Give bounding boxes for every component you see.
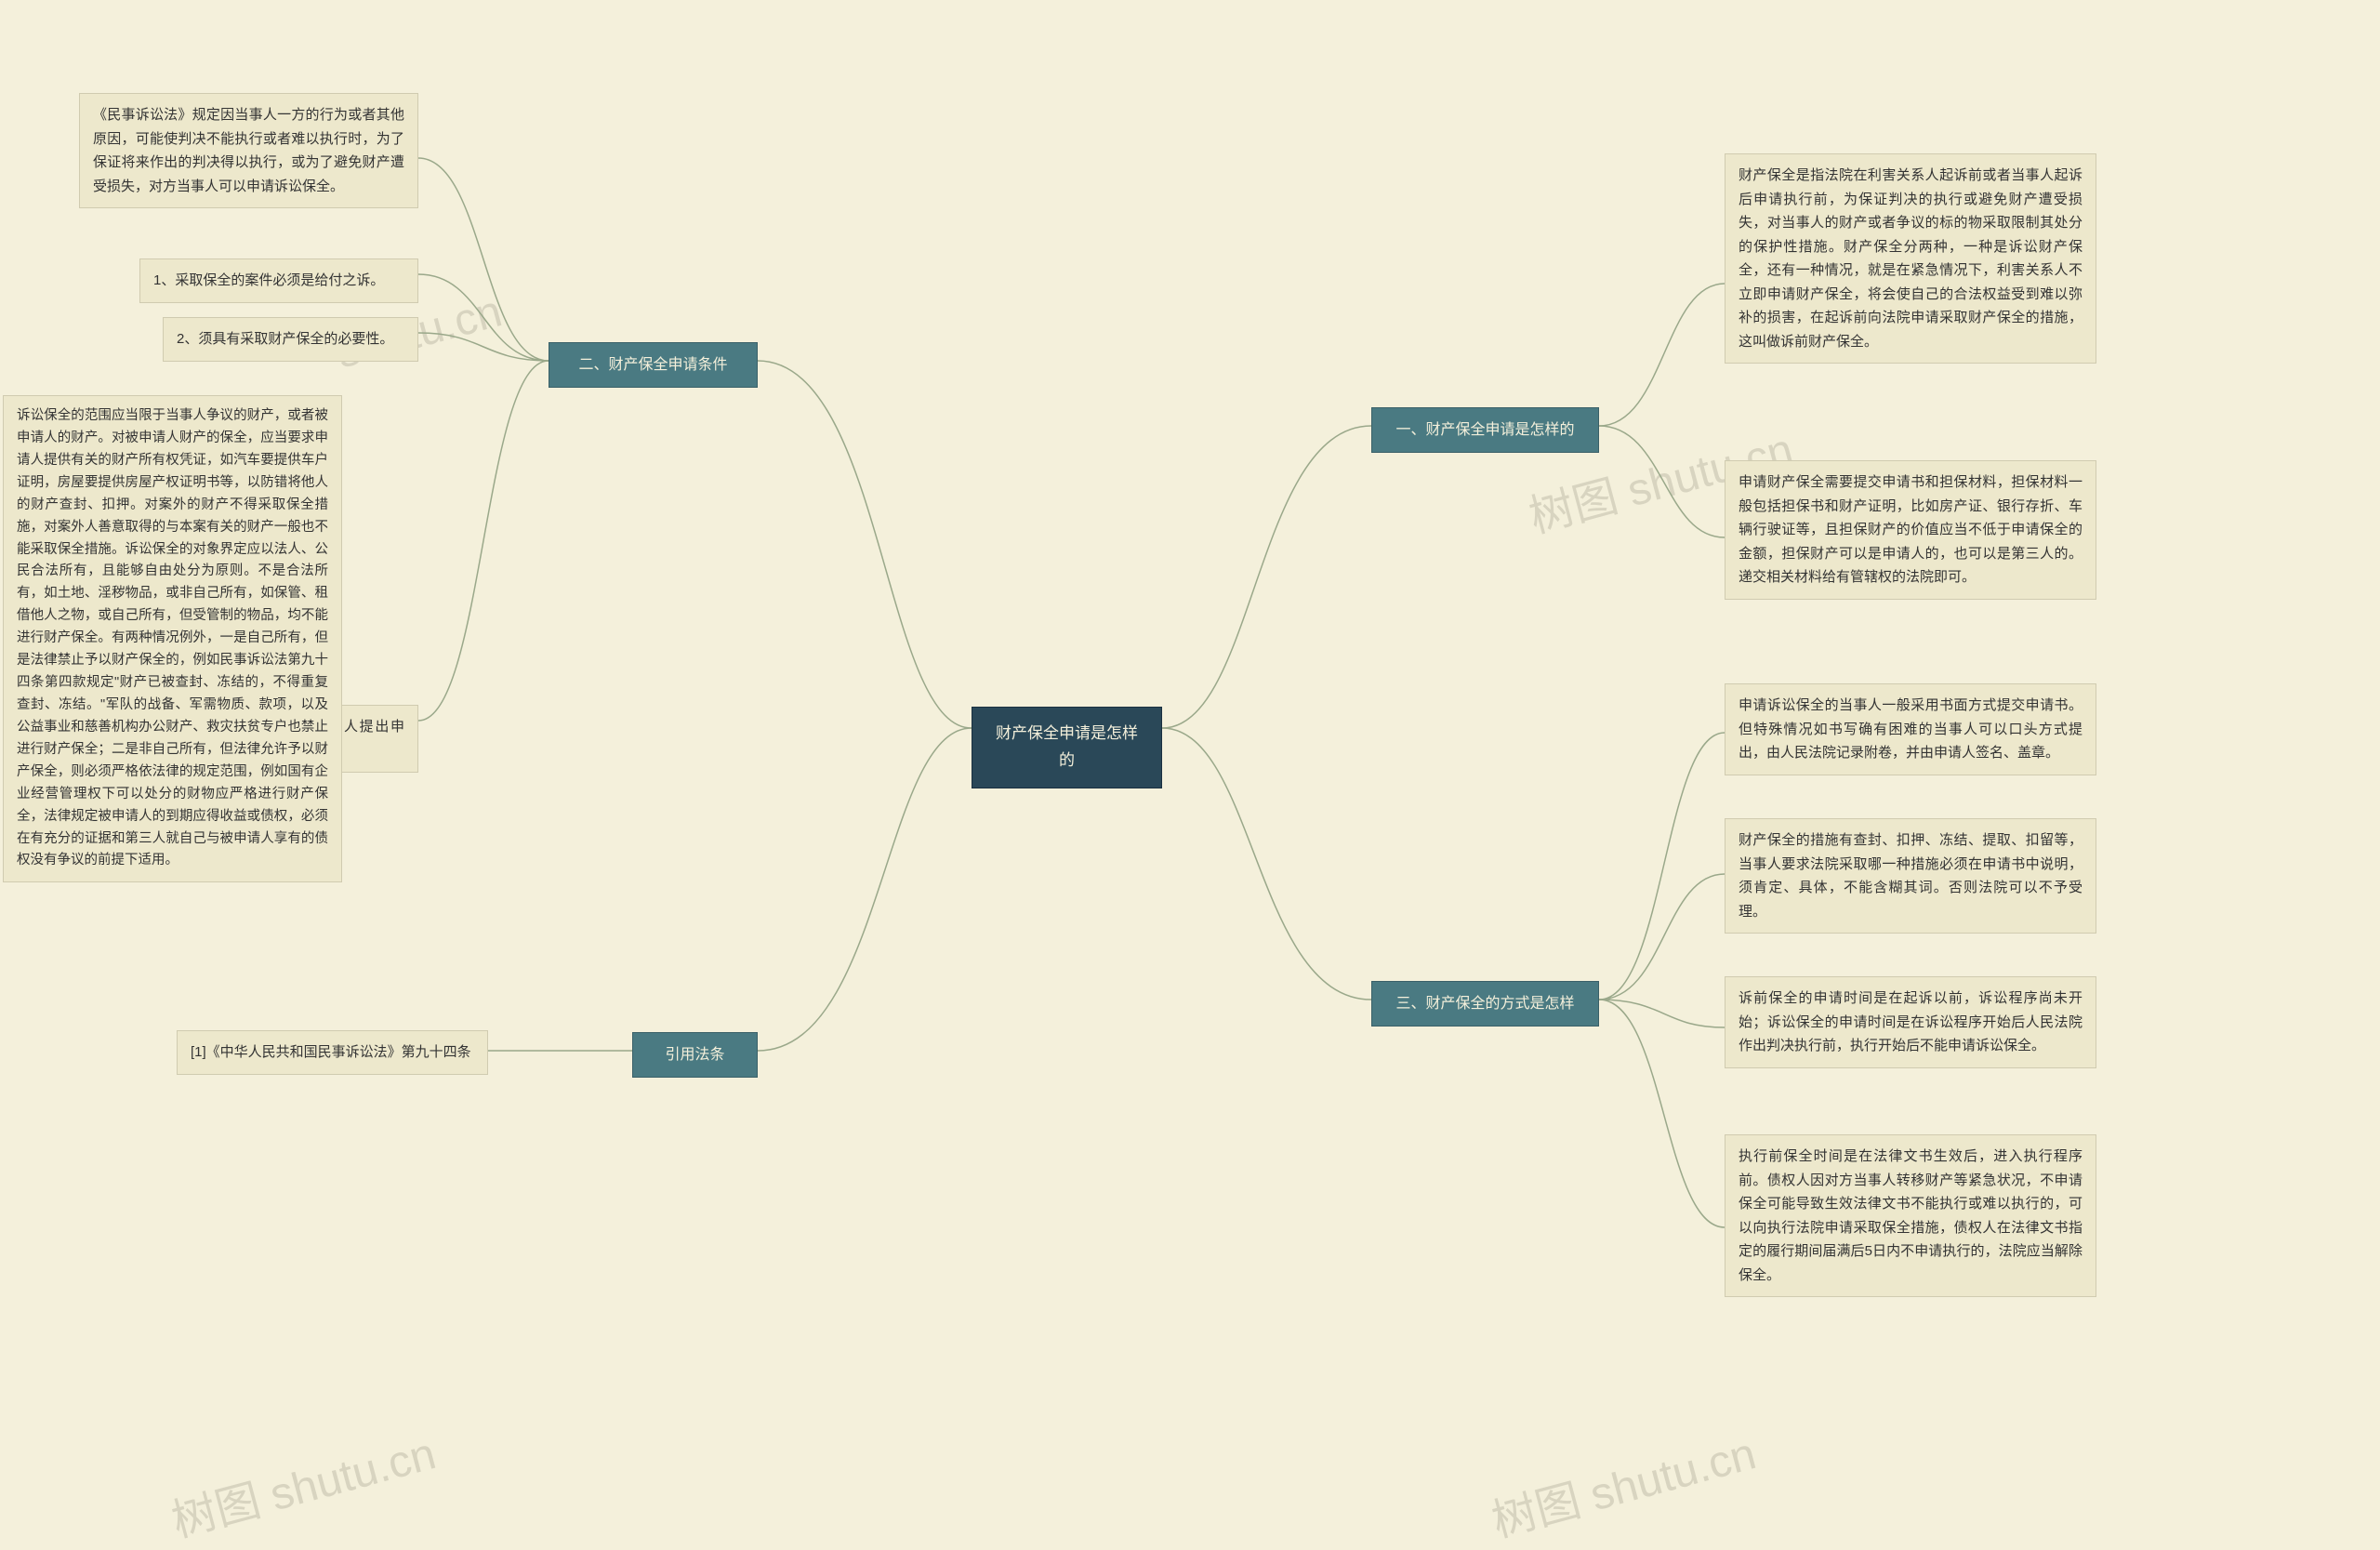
branch-1: 一、财产保全申请是怎样的 — [1371, 407, 1599, 453]
leaf-b2-2: 2、须具有采取财产保全的必要性。 — [163, 317, 418, 362]
leaf-b1-1: 财产保全是指法院在利害关系人起诉前或者当事人起诉后申请执行前，为保证判决的执行或… — [1725, 153, 2096, 364]
leaf-b4-1: [1]《中华人民共和国民事诉讼法》第九十四条 — [177, 1030, 488, 1075]
watermark: 树图 shutu.cn — [1484, 1417, 1762, 1550]
leaf-b3-3: 诉前保全的申请时间是在起诉以前，诉讼程序尚未开始；诉讼保全的申请时间是在诉讼程序… — [1725, 976, 2096, 1068]
leaf-b3-1: 申请诉讼保全的当事人一般采用书面方式提交申请书。但特殊情况如书写确有困难的当事人… — [1725, 683, 2096, 775]
leaf-b3-4: 执行前保全时间是在法律文书生效后，进入执行程序前。债权人因对方当事人转移财产等紧… — [1725, 1134, 2096, 1297]
watermark: 树图 shutu.cn — [164, 1417, 442, 1550]
branch-3: 三、财产保全的方式是怎样 — [1371, 981, 1599, 1027]
leaf-b1-2: 申请财产保全需要提交申请书和担保材料，担保材料一般包括担保书和财产证明，比如房产… — [1725, 460, 2096, 600]
branch-2: 二、财产保全申请条件 — [549, 342, 758, 388]
leaf-b2-1: 1、采取保全的案件必须是给付之诉。 — [139, 258, 418, 303]
leaf-b2-0: 《民事诉讼法》规定因当事人一方的行为或者其他原因，可能使判决不能执行或者难以执行… — [79, 93, 418, 208]
branch-4: 引用法条 — [632, 1032, 758, 1078]
leaf-b2-3-detail: 诉讼保全的范围应当限于当事人争议的财产，或者被申请人的财产。对被申请人财产的保全… — [3, 395, 342, 882]
root-node: 财产保全申请是怎样的 — [972, 707, 1162, 788]
leaf-b3-2: 财产保全的措施有查封、扣押、冻结、提取、扣留等，当事人要求法院采取哪一种措施必须… — [1725, 818, 2096, 934]
